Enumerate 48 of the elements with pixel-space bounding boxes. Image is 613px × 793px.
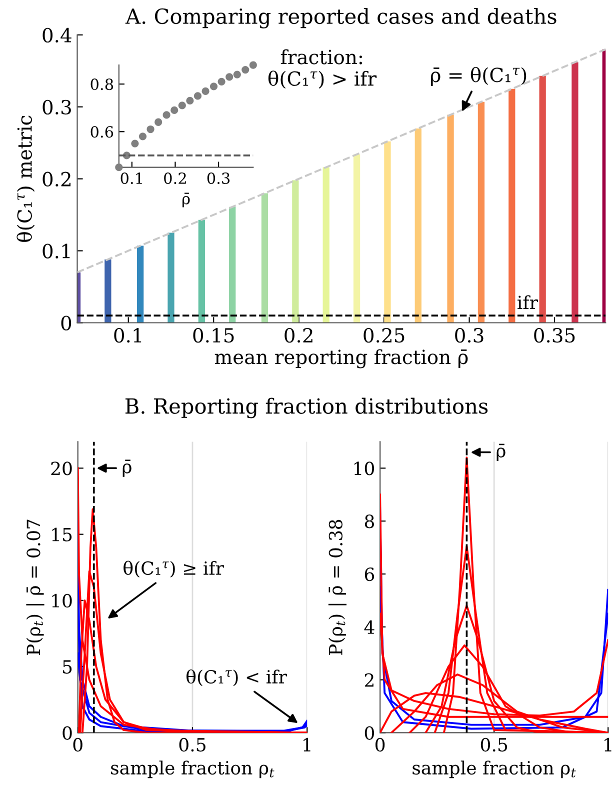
y-tick-label: 0 — [61, 316, 72, 330]
y-tick-label: 0.8 — [90, 78, 114, 90]
y-tick-label: 0.4 — [42, 28, 72, 43]
x-tick-label: 0.1 — [120, 172, 142, 184]
x-tick-label: 0.3 — [455, 328, 484, 343]
x-tick-label: 0.15 — [193, 328, 234, 343]
x-axis-title: ρ̄ — [182, 192, 190, 208]
chart-title: B. Reporting fraction distributions — [125, 398, 488, 418]
x-axis-title: sample fraction ρ$_{t}$ — [412, 760, 576, 778]
y-tick-label: 8 — [364, 514, 374, 528]
x-tick-label: 1 — [604, 738, 612, 752]
x-tick-label: 0.5 — [480, 738, 508, 752]
y-axis-title: P(ρ$_{t}$) | ρ̄ = 0.07 — [26, 520, 44, 656]
x-axis-title: mean reporting fraction ρ̄ — [214, 349, 468, 368]
y-tick-label: 10 — [354, 462, 374, 476]
y-tick-label: 15 — [52, 528, 72, 542]
y-tick-label: 6 — [364, 567, 374, 582]
y-tick-label: 0.3 — [42, 100, 71, 115]
y-tick-label: 20 — [51, 462, 72, 476]
x-tick-label: 0.2 — [284, 328, 312, 343]
annotation: ρ̄ — [496, 444, 506, 462]
annotation: ρ̄ = θ(C₁$^{τ}$) — [431, 67, 526, 86]
y-tick-label: 0.6 — [90, 126, 114, 138]
y-tick-label: 5 — [63, 660, 72, 674]
chart-title: A. Comparing reported cases and deaths — [125, 8, 556, 28]
x-tick-label: 0.35 — [534, 328, 575, 343]
y-tick-label: 0 — [62, 726, 72, 740]
y-tick-label: 0 — [364, 726, 374, 740]
x-tick-label: 0.3 — [207, 172, 230, 184]
annotation: fraction: θ(C₁$^{τ}$) > ifr — [268, 49, 377, 89]
x-tick-label: 0.1 — [114, 328, 142, 343]
x-tick-label: 0 — [73, 738, 82, 752]
ref-line-label: ifr — [518, 295, 538, 310]
annotation: θ(C₁$^{τ}$) ≥ ifr — [124, 560, 224, 578]
annotation: ρ̄ — [122, 460, 132, 477]
y-tick-label: 0.1 — [42, 244, 70, 258]
x-axis-title: sample fraction ρ$_{t}$ — [111, 760, 274, 778]
x-tick-label: 0.25 — [364, 328, 404, 343]
x-tick-label: 0 — [376, 738, 385, 752]
y-axis-title: θ(C₁$^{τ}$) metric — [16, 116, 35, 242]
y-axis-title: P(ρ$_{t}$) | ρ̄ = 0.38 — [328, 520, 346, 655]
x-tick-label: 0.2 — [164, 172, 186, 184]
x-tick-label: 0.5 — [179, 738, 206, 752]
y-tick-label: 10 — [52, 594, 72, 608]
y-tick-label: 2 — [364, 673, 374, 687]
annotation: θ(C₁$^{τ}$) < ifr — [186, 669, 287, 686]
y-tick-label: 4 — [364, 620, 374, 634]
x-tick-label: 1 — [304, 738, 310, 752]
